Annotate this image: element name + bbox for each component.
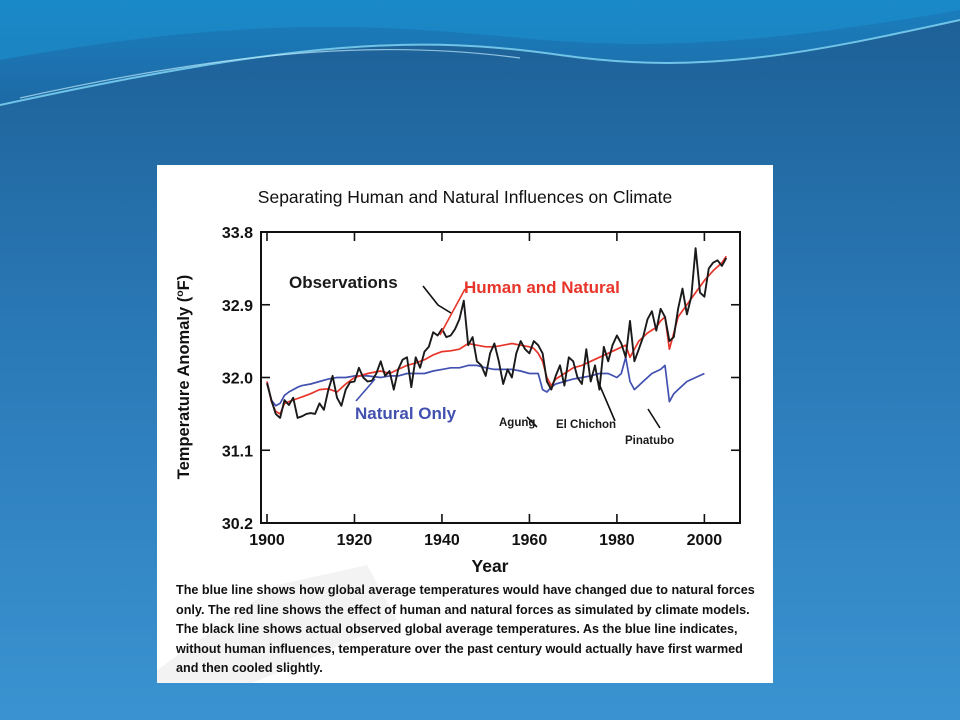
x-tick-label: 1920 (337, 532, 373, 549)
series-line-natural-only (266, 356, 705, 407)
pinatubo-leader (647, 408, 661, 429)
leader-lines (422, 285, 661, 429)
watermark-arrow (157, 565, 397, 683)
series-group (266, 247, 728, 419)
agung-leader (526, 416, 538, 428)
climate-chart: Separating Human and Natural Influences … (174, 187, 741, 576)
figure-card: Separating Human and Natural Influences … (157, 165, 773, 683)
annotation-agung: Agung (499, 417, 535, 429)
natural-only-leader (355, 378, 376, 402)
series-line-observations (266, 247, 728, 419)
annotation-el-chichon: El Chichon (556, 419, 616, 431)
x-tick-label: 2000 (687, 532, 723, 549)
y-tick-label: 33.8 (222, 225, 253, 242)
x-tick-label: 1900 (249, 532, 285, 549)
y-tick-label: 32.9 (222, 298, 253, 315)
y-tick-label: 30.2 (222, 516, 253, 533)
y-axis-label-sup: o (174, 290, 186, 296)
y-axis-label: Temperature Anomaly (oF) (174, 275, 193, 479)
y-tick-label: 31.1 (222, 443, 253, 460)
y-axis-label-text: Temperature Anomaly ( (175, 296, 193, 479)
series-line-human-and-natural (266, 255, 728, 415)
y-axis-label-unit: F) (175, 275, 193, 291)
annotation-pinatubo: Pinatubo (625, 435, 674, 447)
x-tick-label: 1940 (424, 532, 460, 549)
annotation-observations: Observations (289, 273, 398, 292)
x-axis-label: Year (472, 556, 509, 576)
chart-title: Separating Human and Natural Influences … (258, 187, 672, 207)
observations-leader (422, 285, 452, 314)
x-tick-label: 1980 (599, 532, 635, 549)
header-swoosh-decoration (0, 0, 960, 106)
figure-caption: The blue line shows how global average t… (176, 583, 755, 675)
y-axis-ticks: 30.2 31.1 32.0 32.9 33.8 (222, 225, 740, 533)
annotation-human-and-natural: Human and Natural (464, 278, 620, 297)
annotation-natural-only: Natural Only (355, 404, 457, 423)
human-natural-leader (439, 288, 466, 336)
y-tick-label: 32.0 (222, 371, 253, 388)
x-axis-ticks: 1900 1920 1940 1960 1980 2000 (249, 232, 722, 549)
x-tick-label: 1960 (512, 532, 548, 549)
el-chichon-leader (596, 378, 616, 422)
